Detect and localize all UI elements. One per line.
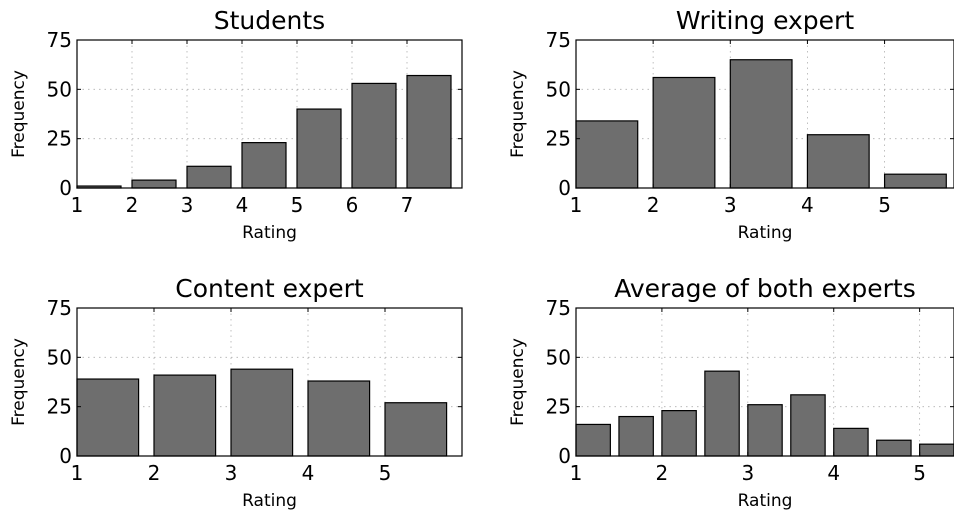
y-tick-label: 0 <box>558 444 571 468</box>
bar <box>186 165 232 189</box>
x-tick-label: 1 <box>570 461 583 485</box>
x-tick-label: 4 <box>827 461 840 485</box>
chart-title: Content expert <box>175 274 364 303</box>
axes-frame <box>76 39 463 189</box>
y-tick-label: 0 <box>558 176 571 200</box>
subplot-students: 1 2 3 4 5 6 7 0 25 50 75 Rating Frequency Students <box>9 6 463 243</box>
y-tick-label: 50 <box>546 77 571 101</box>
y-tick-label: 75 <box>47 28 72 52</box>
x-tick-label: 5 <box>878 193 891 217</box>
bar <box>575 423 611 457</box>
bar <box>876 439 912 457</box>
y-tick-label: 50 <box>546 345 571 369</box>
y-tick-label: 25 <box>47 127 72 151</box>
x-axis-label: Rating <box>242 491 297 511</box>
y-axis-label: Frequency <box>9 338 29 426</box>
y-tick-label: 75 <box>546 28 571 52</box>
y-axis-label: Frequency <box>508 338 528 426</box>
x-tick-label: 1 <box>71 461 84 485</box>
chart-title: Average of both experts <box>614 274 916 303</box>
bar <box>296 108 342 189</box>
bar <box>618 415 654 457</box>
bar <box>230 368 294 457</box>
bar <box>919 443 954 457</box>
chart-title: Writing expert <box>676 6 854 35</box>
x-tick-label: 1 <box>570 193 583 217</box>
x-axis-label: Rating <box>738 491 793 511</box>
x-axis-label: Rating <box>242 223 297 243</box>
x-tick-label: 3 <box>181 193 194 217</box>
bar <box>241 142 287 189</box>
y-tick-label: 25 <box>546 395 571 419</box>
bar <box>406 74 452 189</box>
axes-frame <box>575 39 954 189</box>
y-tick-label: 75 <box>546 296 571 320</box>
x-tick-label: 5 <box>379 461 392 485</box>
chart-title: Students <box>214 6 325 35</box>
bar <box>661 410 697 457</box>
bar <box>729 59 793 189</box>
bar <box>806 134 870 189</box>
bar <box>131 179 177 189</box>
y-tick-label: 25 <box>47 395 72 419</box>
x-tick-label: 2 <box>656 461 669 485</box>
bar <box>883 173 947 189</box>
x-tick-label: 3 <box>724 193 737 217</box>
x-tick-label: 5 <box>913 461 926 485</box>
axes-frame <box>575 307 954 457</box>
y-tick-label: 75 <box>47 296 72 320</box>
x-tick-label: 5 <box>291 193 304 217</box>
bar <box>704 370 740 457</box>
y-axis-label: Frequency <box>508 70 528 158</box>
bar <box>153 374 217 457</box>
x-tick-label: 2 <box>148 461 161 485</box>
y-tick-label: 50 <box>47 77 72 101</box>
y-tick-label: 25 <box>546 127 571 151</box>
x-tick-label: 3 <box>225 461 238 485</box>
x-tick-label: 4 <box>236 193 249 217</box>
x-tick-label: 4 <box>302 461 315 485</box>
y-tick-label: 0 <box>59 176 72 200</box>
x-axis-label: Rating <box>738 223 793 243</box>
bar <box>307 380 371 457</box>
bar <box>575 120 639 189</box>
bar <box>384 402 448 457</box>
bar <box>351 82 397 189</box>
bar <box>747 404 783 457</box>
axes-frame <box>76 307 463 457</box>
y-axis-label: Frequency <box>9 70 29 158</box>
x-tick-label: 7 <box>401 193 414 217</box>
x-tick-label: 2 <box>647 193 660 217</box>
x-tick-label: 6 <box>346 193 359 217</box>
y-tick-label: 50 <box>47 345 72 369</box>
bar <box>652 76 716 189</box>
x-tick-label: 4 <box>801 193 814 217</box>
x-tick-label: 3 <box>741 461 754 485</box>
bar <box>833 427 869 457</box>
bar <box>790 394 826 457</box>
y-tick-label: 0 <box>59 444 72 468</box>
x-tick-label: 1 <box>71 193 84 217</box>
x-tick-label: 2 <box>126 193 139 217</box>
bar <box>76 378 140 457</box>
